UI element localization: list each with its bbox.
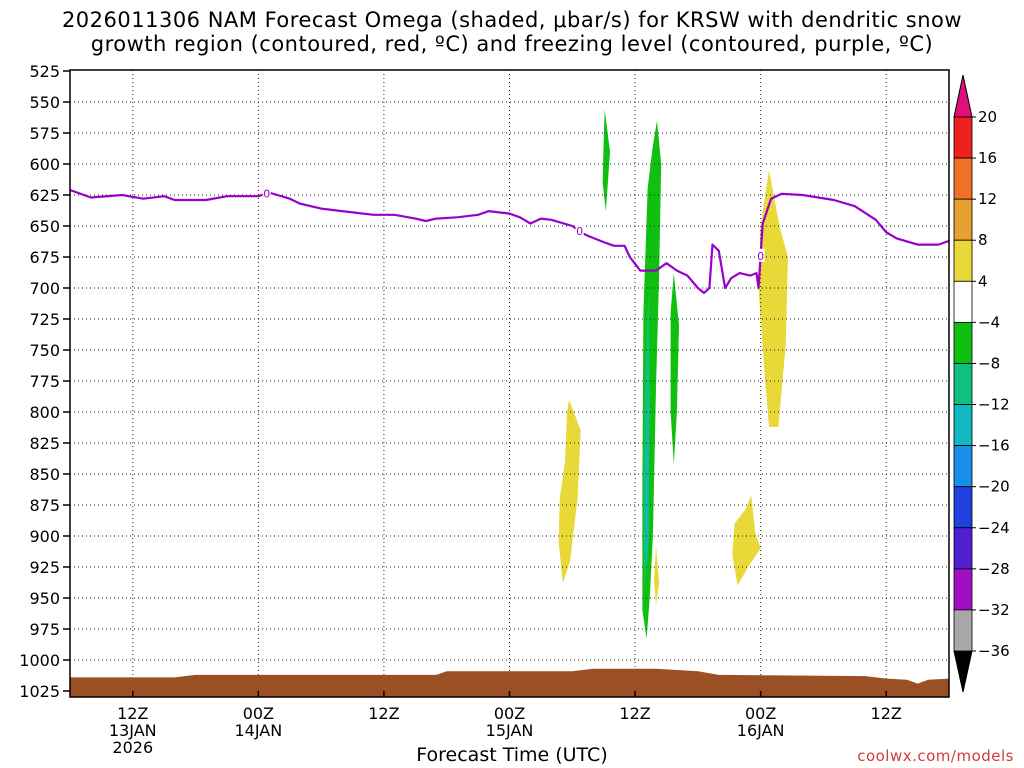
x-tick-label: 00Z <box>494 704 525 723</box>
colorbar-label: −28 <box>978 560 1010 578</box>
x-tick-label: 14JAN <box>234 721 282 740</box>
omega-region-4 <box>645 387 649 574</box>
grid-lines <box>70 70 949 697</box>
colorbar-label: −32 <box>978 601 1010 619</box>
colorbar-swatch-2 <box>953 198 973 241</box>
colorbar-label: 20 <box>978 108 997 126</box>
x-tick-label: 12Z <box>871 704 902 723</box>
colorbar-label: 12 <box>978 190 997 208</box>
colorbar-swatch-5 <box>953 321 973 364</box>
chart-title-line-2: growth region (contoured, red, ºC) and f… <box>90 32 934 56</box>
y-tick-label: 600 <box>29 155 60 174</box>
x-tick-label: 12Z <box>368 704 399 723</box>
x-tick-label: 13JAN <box>109 721 157 740</box>
x-tick-label: 00Z <box>745 704 776 723</box>
colorbar-label: −16 <box>978 437 1010 455</box>
colorbar-swatch-12 <box>953 609 973 652</box>
y-tick-label: 700 <box>29 279 60 298</box>
colorbar-top-arrow <box>953 74 973 118</box>
omega-region-6 <box>670 273 679 465</box>
x-tick-label: 00Z <box>243 704 274 723</box>
freezing-level-label: 0 <box>576 225 583 238</box>
colorbar-swatch-0 <box>953 116 973 159</box>
x-tick-label: 15JAN <box>486 721 534 740</box>
terrain-fill <box>70 668 949 697</box>
y-tick-label: 1025 <box>19 682 60 701</box>
colorbar-swatch-8 <box>953 445 973 488</box>
freezing-level-label-bg <box>575 224 584 238</box>
x-tick-label: 12Z <box>619 704 650 723</box>
chart-title: 2026011306 NAM Forecast Omega (shaded, μ… <box>0 8 1024 56</box>
y-tick-label: 525 <box>29 62 60 81</box>
x-tick-label: 16JAN <box>737 721 785 740</box>
colorbar-swatch-10 <box>953 527 973 570</box>
y-tick-label: 900 <box>29 527 60 546</box>
omega-region-7 <box>758 170 788 427</box>
y-tick-label: 800 <box>29 403 60 422</box>
x-tick-label: 2026 <box>112 738 153 757</box>
colorbar-bottom-arrow <box>953 650 973 693</box>
colorbar-swatch-1 <box>953 157 973 200</box>
y-tick-label: 625 <box>29 186 60 205</box>
colorbar-label: −8 <box>978 354 1000 372</box>
y-tick-label: 675 <box>29 248 60 267</box>
colorbar-label: 8 <box>978 231 988 249</box>
colorbar-label: 4 <box>978 272 988 290</box>
terrain-below-ground <box>70 668 949 697</box>
y-axis: 525 550 575 600 625 650 675 700 725 750 775 800 825 8… <box>19 62 70 701</box>
y-tick-label: 950 <box>29 589 60 608</box>
freezing-level-label-bg <box>262 186 271 200</box>
colorbar-swatch-4 <box>953 280 973 323</box>
omega-region-3 <box>643 288 650 592</box>
colorbar-label: −24 <box>978 519 1010 537</box>
y-tick-label: 575 <box>29 124 60 143</box>
y-tick-label: 550 <box>29 93 60 112</box>
y-tick-label: 825 <box>29 434 60 453</box>
watermark: coolwx.com/models <box>857 747 1014 765</box>
x-tick-label: 12Z <box>117 704 148 723</box>
y-tick-label: 775 <box>29 372 60 391</box>
omega-colorbar: 20 16 12 8 4 −4 −8 −12 −16 −20 −24 −28 −32 −36 <box>953 74 1010 693</box>
freezing-level-label: 0 <box>757 250 764 263</box>
colorbar-swatch-3 <box>953 239 973 282</box>
y-tick-label: 750 <box>29 341 60 360</box>
y-tick-label: 650 <box>29 217 60 236</box>
y-tick-label: 1000 <box>19 651 60 670</box>
omega-region-1 <box>602 109 610 212</box>
freezing-level-label-bg <box>756 248 765 262</box>
colorbar-swatch-11 <box>953 568 973 611</box>
freezing-level-contour: 0 0 0 <box>69 186 950 295</box>
omega-region-5 <box>653 545 660 605</box>
colorbar-label: −20 <box>978 478 1010 496</box>
y-tick-label: 875 <box>29 496 60 515</box>
colorbar-label: −12 <box>978 396 1010 414</box>
y-tick-label: 925 <box>29 558 60 577</box>
freezing-level-line <box>69 188 950 295</box>
colorbar-swatch-6 <box>953 363 973 405</box>
colorbar-label: 16 <box>978 149 997 167</box>
omega-region-0 <box>558 399 581 584</box>
colorbar-swatch-9 <box>953 486 973 529</box>
colorbar-label: −36 <box>978 642 1010 660</box>
colorbar-label: −4 <box>978 313 1000 331</box>
y-tick-label: 725 <box>29 310 60 329</box>
y-tick-label: 975 <box>29 620 60 639</box>
omega-region-8 <box>732 495 761 586</box>
omega-shaded-regions <box>558 109 788 639</box>
colorbar-swatch-7 <box>953 404 973 447</box>
y-tick-label: 850 <box>29 465 60 484</box>
freezing-level-label: 0 <box>263 187 270 200</box>
chart-title-line-1: 2026011306 NAM Forecast Omega (shaded, μ… <box>61 8 963 32</box>
x-axis-title: Forecast Time (UTC) <box>416 744 608 766</box>
